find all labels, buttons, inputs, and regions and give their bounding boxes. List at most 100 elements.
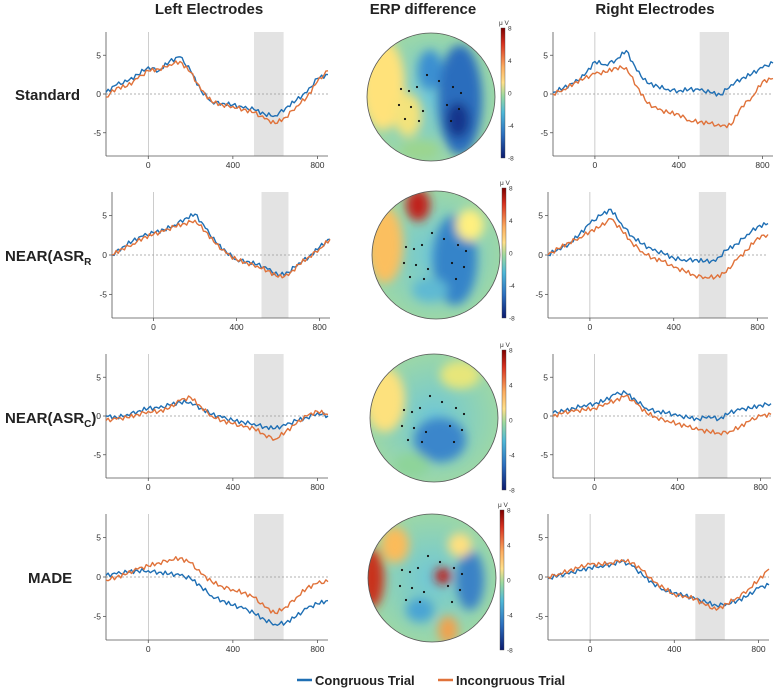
colorbar-tick-label: -4 xyxy=(509,453,515,460)
x-tick-label: 800 xyxy=(310,644,324,654)
y-tick-label: 0 xyxy=(96,89,101,99)
panel-made-right: -5 0 5 0 400 800 xyxy=(535,514,770,654)
y-tick-label: -5 xyxy=(99,289,107,299)
panel-standard-left: -5 0 5 0 400 800 xyxy=(93,32,329,170)
electrode-dot xyxy=(406,438,410,442)
panel-made-left: -5 0 5 0 400 800 xyxy=(93,514,329,654)
x-tick-label: 0 xyxy=(588,322,593,332)
series-line-incongruous xyxy=(111,219,331,279)
series-line-congruous xyxy=(547,559,770,608)
y-tick-label: -5 xyxy=(93,128,101,138)
series-line-incongruous xyxy=(552,65,774,129)
electrode-dot xyxy=(404,245,408,249)
x-tick-label: 400 xyxy=(226,482,240,492)
colorbar-tick-label: 0 xyxy=(507,578,511,585)
electrode-dot xyxy=(402,408,406,412)
colorbar-strip xyxy=(500,27,506,159)
colorbar-unit: μ V xyxy=(499,20,510,27)
x-tick-label: 400 xyxy=(667,644,681,654)
series-line-incongruous xyxy=(105,60,329,125)
electrode-dot xyxy=(425,73,429,77)
colorbar-unit: μ V xyxy=(498,502,509,509)
electrode-dot xyxy=(403,117,407,121)
x-tick-label: 400 xyxy=(667,322,681,332)
series-line-congruous xyxy=(105,568,329,626)
electrode-dot xyxy=(399,87,403,91)
y-tick-label: 5 xyxy=(102,211,107,221)
electrode-dot xyxy=(408,275,412,279)
x-tick-label: 800 xyxy=(310,160,324,170)
x-tick-label: 0 xyxy=(151,322,156,332)
electrode-dot xyxy=(442,237,446,241)
x-tick-label: 800 xyxy=(310,482,324,492)
colorbar: μ V8 4 0 -4 -8 xyxy=(500,180,515,323)
electrode-dot xyxy=(400,568,404,572)
electrode-dot xyxy=(452,566,456,570)
electrode-dot xyxy=(409,105,413,109)
electrode-dot xyxy=(422,590,426,594)
legend: Congruous Trial Incongruous Trial xyxy=(297,673,565,688)
x-tick-label: 0 xyxy=(592,482,597,492)
colorbar-strip xyxy=(499,509,505,651)
colorbar-tick-label: 8 xyxy=(509,348,513,355)
y-tick-label: -5 xyxy=(535,611,543,621)
electrode-dot xyxy=(437,79,441,83)
electrode-dot xyxy=(422,277,426,281)
x-tick-label: 0 xyxy=(146,482,151,492)
legend-label-incongruous: Incongruous Trial xyxy=(456,673,565,688)
colorbar-tick-label: -8 xyxy=(507,648,513,655)
electrode-dot xyxy=(404,598,408,602)
col-title-left: Left Electrodes xyxy=(155,1,263,18)
electrode-dot xyxy=(438,560,442,564)
electrode-dot xyxy=(428,394,432,398)
electrode-dot xyxy=(430,231,434,235)
colorbar: μ V8 4 0 -4 -8 xyxy=(498,502,513,655)
series-line-congruous xyxy=(105,56,329,118)
electrode-dot xyxy=(410,586,414,590)
panel-standard-right: -5 0 5 0 400 800 xyxy=(540,32,774,170)
colorbar-strip xyxy=(501,187,507,319)
x-tick-label: 800 xyxy=(313,322,327,332)
electrode-dot xyxy=(424,430,428,434)
electrode-dot xyxy=(450,600,454,604)
row-label-standard: Standard xyxy=(15,87,80,104)
colorbar-tick-label: 4 xyxy=(507,543,511,550)
electrode-dot xyxy=(450,261,454,265)
electrode-dot xyxy=(408,570,412,574)
electrode-dot xyxy=(440,400,444,404)
panel-near-asr-c-right: -5 0 5 0 400 800 xyxy=(540,354,772,492)
electrode-dot xyxy=(459,91,463,95)
electrode-dot xyxy=(460,572,464,576)
electrode-dot xyxy=(454,277,458,281)
y-tick-label: 0 xyxy=(543,411,548,421)
colorbar-tick-label: -8 xyxy=(509,488,515,495)
colorbar-unit: μ V xyxy=(500,342,511,349)
colorbar-tick-label: -4 xyxy=(508,123,514,130)
y-tick-label: 0 xyxy=(538,572,543,582)
electrode-dot xyxy=(407,89,411,93)
colorbar: μ V8 4 0 -4 -8 xyxy=(499,20,514,163)
series-line-congruous xyxy=(547,208,769,264)
electrode-dot xyxy=(400,424,404,428)
series-line-incongruous xyxy=(105,395,329,441)
y-tick-label: 0 xyxy=(538,250,543,260)
electrode-dot xyxy=(402,261,406,265)
x-tick-label: 0 xyxy=(593,160,598,170)
electrode-dot xyxy=(462,412,466,416)
x-tick-label: 0 xyxy=(146,644,151,654)
colorbar-tick-label: 0 xyxy=(509,418,513,425)
electrode-dot xyxy=(458,588,462,592)
row-label-made: MADE xyxy=(28,570,72,587)
electrode-dot xyxy=(448,424,452,428)
col-title-erp: ERP difference xyxy=(370,1,476,18)
colorbar-tick-label: 8 xyxy=(508,26,512,33)
electrode-dot xyxy=(397,103,401,107)
y-tick-label: 5 xyxy=(543,372,548,382)
colorbar-unit: μ V xyxy=(500,180,511,187)
x-tick-label: 800 xyxy=(751,644,765,654)
electrode-dot xyxy=(426,554,430,558)
y-tick-label: -5 xyxy=(93,611,101,621)
